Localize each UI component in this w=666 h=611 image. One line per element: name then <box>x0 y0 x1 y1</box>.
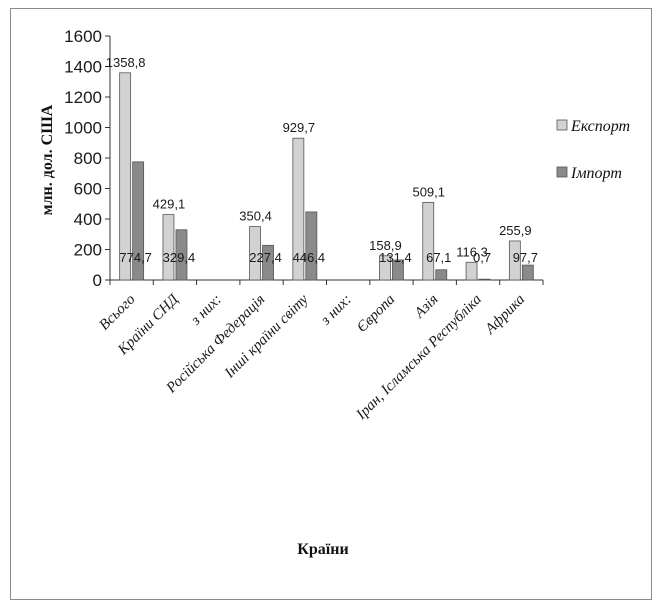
data-label-import: 446,4 <box>293 250 326 265</box>
y-tick-label: 400 <box>74 210 102 229</box>
category-label: Азія <box>411 291 442 322</box>
category-label: Європа <box>354 292 398 336</box>
bar-export <box>379 255 391 281</box>
y-tick-label: 600 <box>74 180 102 199</box>
y-tick-label: 1600 <box>64 27 102 46</box>
data-label-import: 329,4 <box>163 250 196 265</box>
bar-export <box>292 137 305 281</box>
bar-export <box>422 201 435 281</box>
bar-import <box>392 259 404 281</box>
legend-swatch-import <box>556 166 568 178</box>
legend: Експорт Імпорт <box>556 118 630 182</box>
x-axis-title: Країни <box>297 541 348 558</box>
bar-import <box>521 264 534 281</box>
y-tick-label: 1000 <box>64 119 102 138</box>
data-label-export: 255,9 <box>499 223 532 238</box>
bar-export <box>249 226 261 281</box>
y-axis-title: млн. дол. США <box>39 104 56 215</box>
data-labels: 1358,8 774,7 429,1 329,4 350,4 227,4 929,7 446,… <box>106 55 538 265</box>
y-tick-label: 1200 <box>64 88 102 107</box>
data-label-export: 158,9 <box>369 238 402 253</box>
data-label-import: 774,7 <box>119 250 152 265</box>
category-label: з них: <box>187 292 225 330</box>
y-tick-label: 800 <box>74 149 102 168</box>
chart-frame <box>10 8 652 600</box>
bar-export <box>119 72 132 281</box>
bar-import <box>175 229 188 281</box>
bar-import <box>435 269 448 281</box>
y-tick-label: 0 <box>93 271 102 290</box>
bar-import <box>262 244 274 281</box>
data-label-export: 429,1 <box>153 197 186 212</box>
data-label-import: 131,4 <box>379 250 412 265</box>
data-label-export: 929,7 <box>283 120 316 135</box>
category-label: з них: <box>317 292 355 330</box>
bar-import <box>305 211 318 281</box>
legend-label-import: Імпорт <box>570 165 622 182</box>
data-label-export: 509,1 <box>412 184 445 199</box>
legend-label-export: Експорт <box>570 118 630 135</box>
bar-export <box>465 261 478 281</box>
y-tick-label: 200 <box>74 241 102 260</box>
category-label: Інші країни світу <box>221 291 312 382</box>
data-label-import: 97,7 <box>513 250 538 265</box>
y-tick-label: 1400 <box>64 58 102 77</box>
bar-export <box>508 240 521 281</box>
bars <box>119 72 534 281</box>
legend-swatch-export <box>556 119 568 131</box>
bar-import <box>132 161 145 281</box>
category-label: Всього <box>96 291 138 333</box>
data-label-export: 350,4 <box>239 209 272 224</box>
data-label-export: 116,3 <box>456 244 488 259</box>
data-label-import: 67,1 <box>426 250 451 265</box>
data-label-export: 1358,8 <box>106 55 146 70</box>
data-label-import: 227,4 <box>249 250 282 265</box>
bar-export <box>162 214 175 281</box>
category-label: Африка <box>482 292 528 338</box>
bar-import <box>478 278 491 281</box>
data-label-import: 0,7 <box>473 250 491 265</box>
